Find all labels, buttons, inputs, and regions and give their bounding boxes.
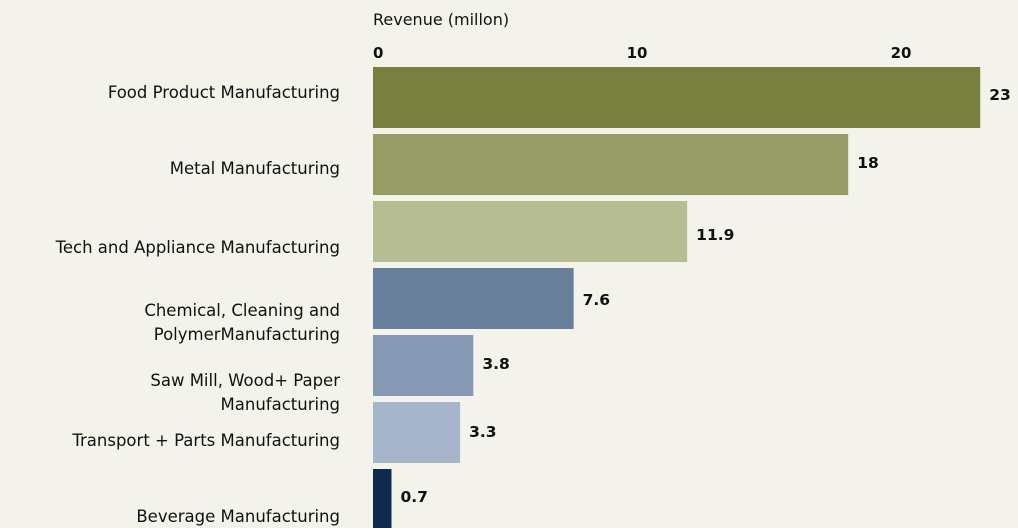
bar [373,67,981,128]
bars-group [373,67,981,528]
value-label: 3.3 [469,423,496,441]
x-tick-label: 20 [891,44,912,62]
value-label: 23 [989,86,1011,104]
category-label: Chemical, Cleaning and PolymerManufacturi… [144,301,340,344]
bar [373,134,849,195]
bar [373,201,688,262]
x-tick-label: 0 [373,44,383,62]
value-label: 0.7 [400,488,427,506]
value-label: 11.9 [696,226,734,244]
category-label: Tech and Appliance Manufacturing [55,238,340,257]
category-labels: Food Product Manufacturing Metal Manufact… [55,83,341,526]
category-label: Transport + Parts Manufacturing [71,431,340,450]
value-labels: 23 18 11.9 7.6 3.8 3.3 0.7 [400,86,1010,506]
category-label: Food Product Manufacturing [108,83,340,102]
x-axis-ticks: 0 10 20 [373,44,911,62]
category-label: Beverage Manufacturing [136,507,340,526]
value-label: 18 [857,154,879,172]
bar [373,335,474,396]
bar [373,268,574,329]
x-tick-label: 10 [627,44,648,62]
bar [373,402,461,463]
value-label: 7.6 [583,291,610,309]
category-label: Saw Mill, Wood+ Paper Manufacturing [150,371,340,414]
category-label: Metal Manufacturing [170,159,340,178]
bar [373,469,392,528]
x-axis-title: Revenue (millon) [373,10,509,29]
value-label: 3.8 [482,355,509,373]
